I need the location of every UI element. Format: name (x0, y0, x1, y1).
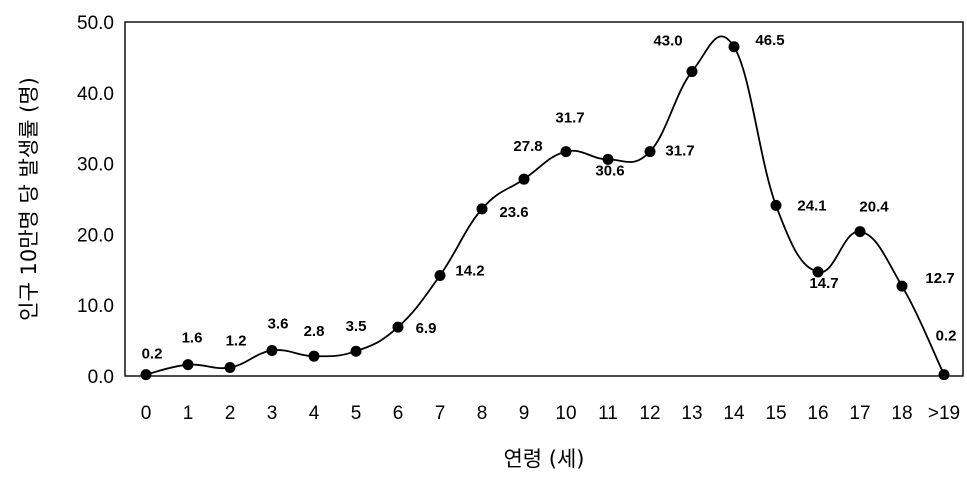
data-point (224, 362, 236, 374)
y-tick-label: 30.0 (77, 155, 114, 176)
data-label: 12.7 (925, 270, 954, 287)
x-tick-label: 18 (891, 403, 912, 424)
x-tick-label: 8 (477, 403, 488, 424)
x-tick-label: 10 (555, 403, 576, 424)
data-point (728, 41, 740, 53)
x-tick-label: 3 (267, 403, 278, 424)
data-label: 1.2 (226, 333, 247, 350)
data-point (770, 199, 782, 211)
data-point (896, 280, 908, 292)
x-tick-label: 14 (723, 403, 745, 424)
x-tick-label: 0 (141, 403, 152, 424)
x-tick-label: 13 (681, 403, 702, 424)
data-label: 14.2 (455, 262, 484, 279)
data-point (686, 66, 698, 78)
data-label: 0.2 (142, 346, 163, 363)
x-tick-label: >19 (928, 403, 960, 424)
data-markers (140, 41, 950, 381)
x-tick-label: 12 (639, 403, 660, 424)
data-point (644, 146, 656, 158)
data-label: 31.7 (555, 110, 584, 127)
data-label: 46.5 (755, 32, 784, 49)
y-tick-label: 10.0 (77, 296, 114, 317)
data-label: 0.2 (936, 328, 957, 345)
data-point (812, 266, 824, 278)
x-tick-label: 11 (598, 403, 618, 424)
data-point (560, 146, 572, 158)
data-point (434, 269, 446, 281)
data-point (518, 173, 530, 185)
data-point (308, 350, 320, 362)
data-labels: 0.2 1.6 1.2 3.6 2.8 3.5 6.9 14.2 23.6 27.8 31.7 30.… (142, 32, 957, 363)
data-label: 3.6 (268, 316, 289, 333)
data-point (140, 369, 152, 381)
data-label: 14.7 (809, 275, 838, 292)
data-point (602, 153, 614, 165)
y-tick-label: 40.0 (77, 84, 114, 105)
y-tick-label: 20.0 (77, 225, 114, 246)
y-axis-title: 인구 10만명 당 발생률 (명) (17, 77, 41, 321)
x-tick-label: 4 (309, 403, 320, 424)
data-label: 2.8 (304, 323, 325, 340)
data-label: 3.5 (346, 318, 367, 335)
data-point (182, 359, 194, 371)
x-tick-label: 17 (849, 403, 870, 424)
data-label: 20.4 (859, 199, 889, 216)
x-tick-label: 1 (183, 403, 194, 424)
data-point (392, 321, 404, 333)
data-label: 30.6 (595, 162, 624, 179)
x-axis-title: 연령 (세) (503, 447, 584, 471)
x-axis-ticks: 0 1 2 3 4 5 6 7 8 9 10 11 12 13 14 15 16 17 18 >19 (141, 403, 960, 424)
data-point (350, 345, 362, 357)
data-point (266, 345, 278, 357)
plot-frame (124, 21, 964, 377)
data-label: 31.7 (665, 143, 694, 160)
data-label: 6.9 (416, 320, 437, 337)
data-point (854, 226, 866, 238)
data-label: 24.1 (797, 197, 826, 214)
x-tick-label: 15 (765, 403, 786, 424)
data-label: 27.8 (513, 138, 542, 155)
x-tick-label: 9 (519, 403, 530, 424)
y-axis-ticks: 0.0 10.0 20.0 30.0 40.0 50.0 (77, 13, 114, 388)
data-label: 23.6 (499, 204, 528, 221)
x-tick-label: 16 (807, 403, 828, 424)
data-point (938, 369, 950, 381)
y-tick-label: 50.0 (77, 13, 114, 34)
data-point (476, 203, 488, 215)
data-label: 43.0 (653, 33, 682, 50)
data-label: 1.6 (182, 330, 203, 347)
x-tick-label: 6 (393, 403, 404, 424)
y-tick-label: 0.0 (88, 367, 114, 388)
x-tick-label: 5 (351, 403, 362, 424)
x-tick-label: 2 (225, 403, 236, 424)
x-tick-label: 7 (435, 403, 446, 424)
